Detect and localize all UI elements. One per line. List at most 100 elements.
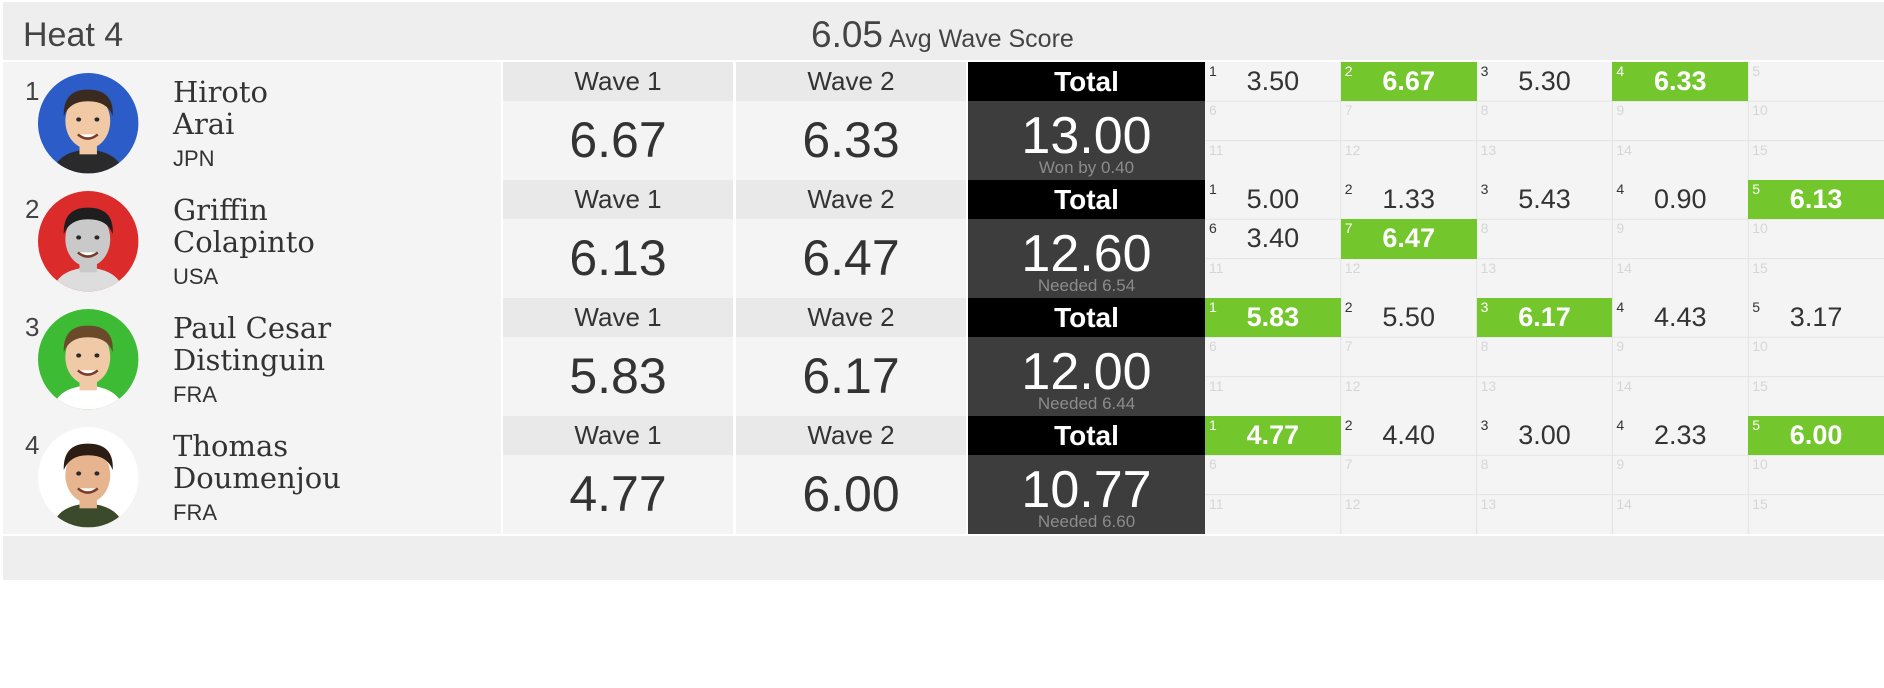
wave-cell: 8 <box>1477 219 1613 258</box>
wave-number: 3 <box>1480 299 1489 315</box>
wave-number: 6 <box>1209 456 1217 473</box>
wave-cell: 10 <box>1748 455 1884 494</box>
wave-cell: 7 <box>1341 455 1477 494</box>
wave-number: 2 <box>1344 299 1353 315</box>
wave-cell: 7 <box>1341 101 1477 140</box>
avatar <box>38 427 139 528</box>
avatar <box>38 191 139 292</box>
wave-number: 15 <box>1752 377 1768 394</box>
wave-cell: 3 5.43 <box>1477 180 1613 219</box>
wave-cell: 5 6.13 <box>1748 180 1884 220</box>
surfer-last-name: Arai <box>173 107 235 141</box>
wave-number: 1 <box>1209 181 1217 197</box>
avg-score-label: Avg Wave Score <box>889 25 1074 53</box>
wave-cell: 11 <box>1205 259 1341 298</box>
wave-number: 5 <box>1752 417 1760 433</box>
wave-cell: 8 <box>1477 101 1613 140</box>
total-note: Needed 6.44 <box>1037 394 1136 413</box>
wave-cell-score: 6.47 <box>1382 223 1435 254</box>
surfer-name: Griffin Colapinto <box>173 194 315 258</box>
total-note: Won by 0.40 <box>1038 158 1135 177</box>
wave-cell: 12 <box>1341 495 1477 534</box>
wave-number: 5 <box>1752 299 1760 315</box>
wave-number: 8 <box>1480 338 1489 355</box>
wave-cell: 13 <box>1477 495 1613 534</box>
wave-cell: 5 3.17 <box>1748 298 1884 337</box>
wave-cell: 14 <box>1612 495 1748 534</box>
wave-cell: 4 6.33 <box>1612 62 1749 102</box>
wave-cell-score: 3.50 <box>1246 66 1300 96</box>
wave-number: 12 <box>1344 259 1361 276</box>
avatar <box>38 309 139 410</box>
wave-cell: 1 5.00 <box>1205 180 1341 219</box>
wave-cell: 13 <box>1477 259 1613 298</box>
avg-score-value: 6.05 <box>811 14 884 55</box>
wave-cell: 15 <box>1748 141 1884 180</box>
wave-grid: 1 5.83 2 5.50 3 6.17 4 4.43 5 3.17 6 7 8 9 10 11 12 13 14 1… <box>1205 298 1884 416</box>
wave-number: 14 <box>1616 141 1632 158</box>
wave-number: 15 <box>1752 141 1768 158</box>
wave-number: 13 <box>1480 377 1497 394</box>
wave-cell-score: 6.00 <box>1789 420 1843 450</box>
wave-grid: 1 4.77 2 4.40 3 3.00 4 2.33 5 6.00 6 7 8 9 10 11 12 13 14 1… <box>1205 416 1884 534</box>
wave-number: 15 <box>1752 495 1768 512</box>
wave-number: 4 <box>1616 299 1625 315</box>
wave-cell: 4 0.90 <box>1612 180 1748 219</box>
heat-scoreboard: Heat 4 6.05 Avg Wave Score 1 Hiroto Arai JPN… <box>3 2 1884 688</box>
wave-number: 13 <box>1480 259 1497 276</box>
wave-cell: 9 <box>1612 455 1748 494</box>
avatar-image <box>38 309 139 410</box>
best-wave-1: Wave 1 5.83 <box>503 298 733 416</box>
surfer-rank: 4 <box>25 430 40 460</box>
wave-score: 6.13 <box>569 230 667 286</box>
wave-number: 4 <box>1616 181 1625 197</box>
surfer-first-name: Griffin <box>173 193 268 227</box>
wave-number: 6 <box>1209 338 1217 355</box>
surfer-row: 1 Hiroto Arai JPN Wave 1 6.67 Wave 2 6.33 Total 1… <box>3 62 1884 180</box>
wave-score: 6.67 <box>569 112 667 168</box>
wave-cell-score: 0.90 <box>1654 184 1707 214</box>
total-column: Total 10.77 Needed 6.60 <box>968 416 1205 534</box>
wave-cell: 12 <box>1341 377 1477 416</box>
surfer-row: 2 Griffin Colapinto USA Wave 1 6.13 Wave 2 6.47… <box>3 180 1884 298</box>
heat-title: Heat 4 <box>23 16 124 54</box>
best-wave-2: Wave 2 6.47 <box>736 180 966 298</box>
grid-lines <box>1205 416 1884 534</box>
wave-cell: 2 5.50 <box>1341 298 1477 337</box>
wave-number: 8 <box>1480 102 1489 119</box>
wave-cell: 1 4.77 <box>1205 416 1341 456</box>
wave-cell: 3 5.30 <box>1477 62 1613 101</box>
grid-lines <box>1205 62 1884 180</box>
wave-number: 14 <box>1616 495 1632 512</box>
total-header: Total <box>968 298 1205 337</box>
wave-cell: 4 4.43 <box>1612 298 1748 337</box>
wave-cell: 9 <box>1612 219 1748 258</box>
wave-cell: 14 <box>1612 141 1748 180</box>
wave-number: 11 <box>1209 141 1224 158</box>
surfer-country: USA <box>173 264 219 289</box>
best-wave-2: Wave 2 6.17 <box>736 298 966 416</box>
wave-number: 12 <box>1344 377 1361 394</box>
wave-cell-score: 6.13 <box>1789 184 1843 214</box>
surfer-rank: 2 <box>25 194 40 224</box>
best-wave-2: Wave 2 6.33 <box>736 62 966 180</box>
wave-number: 12 <box>1344 495 1361 512</box>
wave-number: 6 <box>1209 220 1217 237</box>
wave-cell: 14 <box>1612 259 1748 298</box>
surfer-last-name: Distinguin <box>173 343 326 377</box>
wave-score: 6.00 <box>802 466 900 522</box>
wave-number: 5 <box>1752 181 1760 197</box>
wave-number: 2 <box>1344 63 1353 79</box>
wave-number: 10 <box>1752 338 1768 355</box>
wave-cell-score: 2.33 <box>1654 420 1707 450</box>
wave-cell: 14 <box>1612 377 1748 416</box>
wave-number: 9 <box>1616 456 1625 473</box>
wave-cell: 3 3.00 <box>1477 416 1613 455</box>
surfer-rank: 1 <box>25 76 40 106</box>
wave-score: 6.33 <box>802 112 900 168</box>
wave-number: 1 <box>1209 299 1217 315</box>
footer-bar <box>3 536 1884 580</box>
wave-header: Wave 2 <box>736 298 966 337</box>
total-column: Total 12.00 Needed 6.44 <box>968 298 1205 416</box>
wave-cell: 12 <box>1341 141 1477 180</box>
